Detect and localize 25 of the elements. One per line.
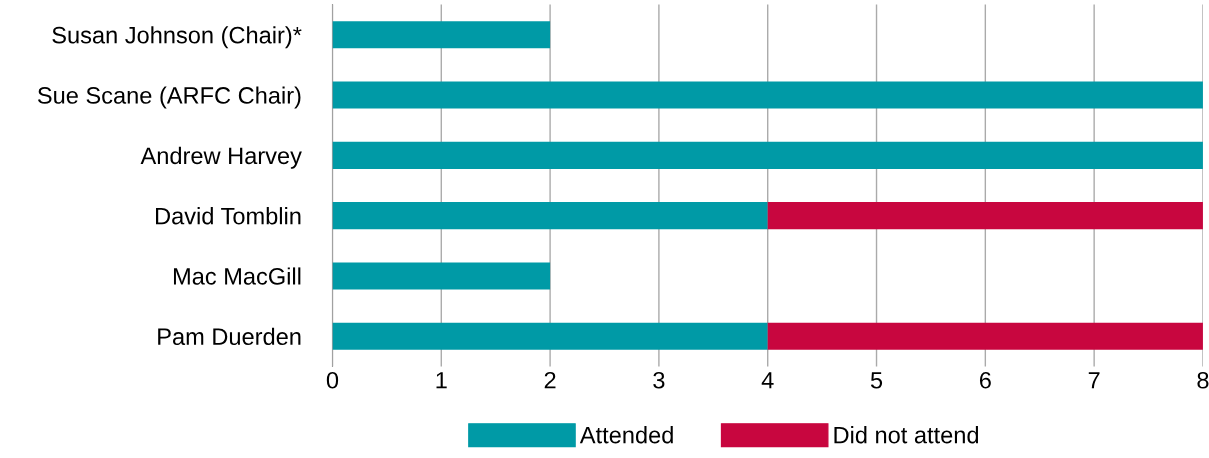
y-tick-label: Mac MacGill bbox=[173, 267, 301, 285]
legend-label: Did not attend bbox=[834, 426, 979, 444]
bar bbox=[332, 202, 768, 230]
bar bbox=[332, 141, 1203, 169]
x-tick-label: 3 bbox=[653, 371, 665, 389]
x-tick-label: 5 bbox=[870, 372, 883, 389]
x-tick-label: 8 bbox=[1197, 371, 1209, 389]
x-tick-label: 0 bbox=[326, 371, 339, 389]
bar bbox=[332, 262, 551, 290]
legend-label: Attended bbox=[579, 426, 673, 444]
bar bbox=[332, 81, 1203, 109]
bar bbox=[767, 202, 1203, 230]
bar bbox=[332, 322, 768, 350]
y-tick-label: Susan Johnson (Chair)* bbox=[52, 26, 302, 49]
bar bbox=[332, 21, 551, 49]
x-tick-label: 2 bbox=[544, 371, 556, 389]
y-tick-label: Andrew Harvey bbox=[140, 146, 302, 169]
x-tick-label: 6 bbox=[979, 371, 991, 389]
x-tick-label: 4 bbox=[761, 372, 774, 389]
y-tick-label: David Tomblin bbox=[156, 207, 301, 225]
bar bbox=[767, 322, 1203, 350]
x-tick-label: 7 bbox=[1088, 372, 1100, 389]
y-tick-label: Sue Scane (ARFC Chair) bbox=[37, 86, 301, 109]
x-tick-label: 1 bbox=[436, 372, 447, 389]
y-tick-label: Pam Duerden bbox=[158, 327, 301, 346]
